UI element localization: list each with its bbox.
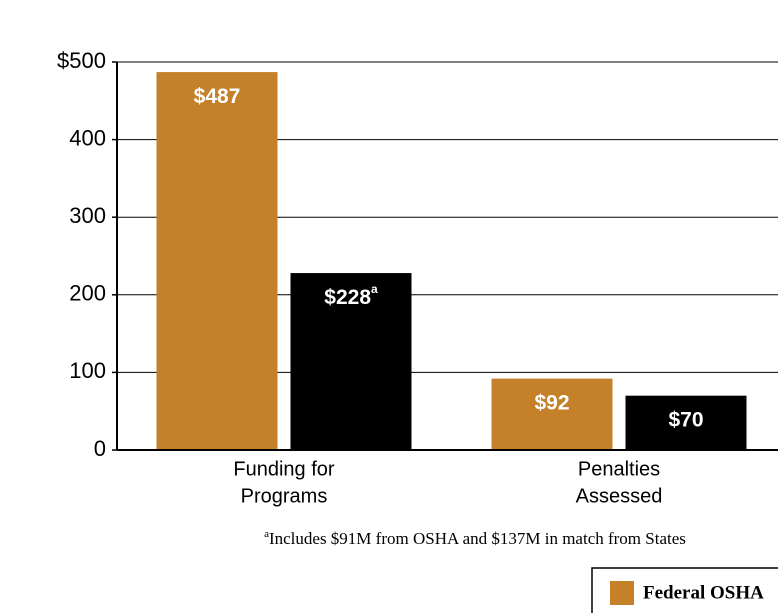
bar: [625, 395, 747, 450]
value-label-mark: a: [371, 282, 378, 296]
y-tick-label: 100: [69, 358, 106, 383]
value-label-text: $92: [534, 391, 569, 414]
footnote: aIncludes $91M from OSHA and $137M in ma…: [264, 528, 686, 548]
value-label: $228a: [324, 282, 378, 308]
value-label: $70: [668, 408, 703, 431]
y-tick-label: 400: [69, 125, 106, 150]
footnote-mark: a: [264, 528, 269, 540]
legend-swatch: [610, 581, 634, 605]
y-tick-label: 0: [94, 436, 106, 461]
bar: [156, 72, 278, 450]
value-label-text: $487: [194, 85, 241, 108]
y-tick-label: 200: [69, 281, 106, 306]
x-tick-label: Funding for: [233, 458, 335, 480]
x-tick-label: Programs: [241, 485, 328, 507]
x-tick-label: Assessed: [576, 485, 663, 507]
legend-label: Federal OSHA: [643, 582, 764, 603]
value-label: $487: [194, 85, 241, 108]
footnote-text: Includes $91M from OSHA and $137M in mat…: [269, 529, 686, 548]
bar: [290, 273, 412, 450]
y-tick-label: $500: [57, 48, 106, 73]
value-label: $92: [534, 391, 569, 414]
x-tick-label: Penalties: [578, 458, 660, 480]
value-label-text: $228: [324, 286, 371, 309]
y-tick-label: 300: [69, 203, 106, 228]
value-label-text: $70: [668, 408, 703, 431]
bar: [491, 378, 613, 450]
